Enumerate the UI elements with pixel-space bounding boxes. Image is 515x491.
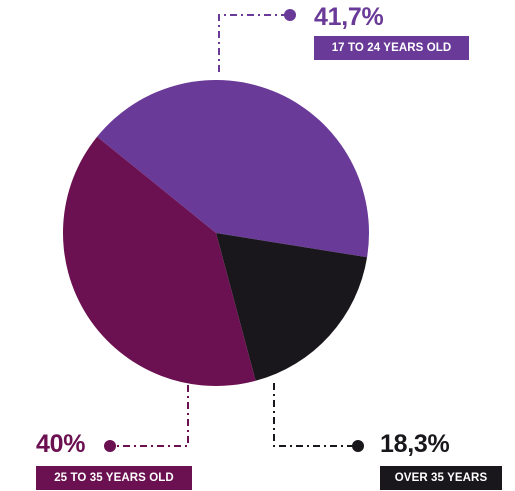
pie-slice-old <box>216 233 368 381</box>
leader-line-young <box>218 14 290 72</box>
slice-label-25-to-35: 25 TO 35 YEARS OLD <box>36 466 192 490</box>
leader-line-mid <box>110 385 189 447</box>
slice-value-25-to-35: 40% <box>36 430 86 458</box>
pie-slice-mid <box>62 136 256 387</box>
leader-dot-old <box>352 440 364 452</box>
leader-dot-mid <box>104 440 116 452</box>
slice-label-over-35: OVER 35 YEARS <box>380 466 502 490</box>
leader-line-old <box>273 383 358 447</box>
pie-slice-young <box>97 79 370 258</box>
slice-value-over-35: 18,3% <box>380 430 450 458</box>
slice-value-17-to-24: 41,7% <box>314 3 384 31</box>
slice-label-17-to-24: 17 TO 24 YEARS OLD <box>314 36 469 60</box>
leader-dot-young <box>284 9 296 21</box>
